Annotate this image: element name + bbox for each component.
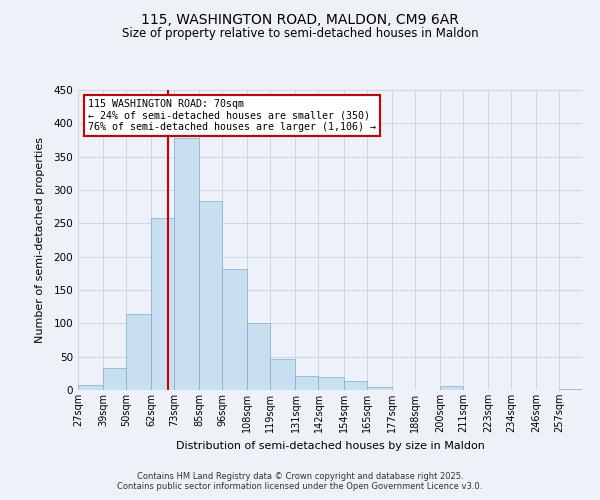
Bar (247, 324, 271, 390)
Bar (440, 386, 463, 390)
X-axis label: Distribution of semi-detached houses by size in Maldon: Distribution of semi-detached houses by … (176, 440, 484, 450)
Text: Contains HM Land Registry data © Crown copyright and database right 2025.: Contains HM Land Registry data © Crown c… (137, 472, 463, 481)
Text: Contains public sector information licensed under the Open Government Licence v3: Contains public sector information licen… (118, 482, 482, 491)
Bar (295, 376, 319, 390)
Bar (222, 270, 247, 390)
Bar (367, 388, 392, 390)
Bar (174, 138, 199, 390)
Bar (199, 202, 222, 390)
Text: Size of property relative to semi-detached houses in Maldon: Size of property relative to semi-detach… (122, 28, 478, 40)
Bar (103, 368, 126, 390)
Bar (319, 376, 344, 390)
Bar (271, 358, 295, 390)
Text: 115 WASHINGTON ROAD: 70sqm
← 24% of semi-detached houses are smaller (350)
76% o: 115 WASHINGTON ROAD: 70sqm ← 24% of semi… (88, 99, 376, 132)
Y-axis label: Number of semi-detached properties: Number of semi-detached properties (35, 137, 45, 343)
Bar (126, 314, 151, 390)
Text: 115, WASHINGTON ROAD, MALDON, CM9 6AR: 115, WASHINGTON ROAD, MALDON, CM9 6AR (141, 12, 459, 26)
Bar (344, 380, 367, 390)
Bar (151, 218, 174, 390)
Bar (78, 386, 103, 390)
